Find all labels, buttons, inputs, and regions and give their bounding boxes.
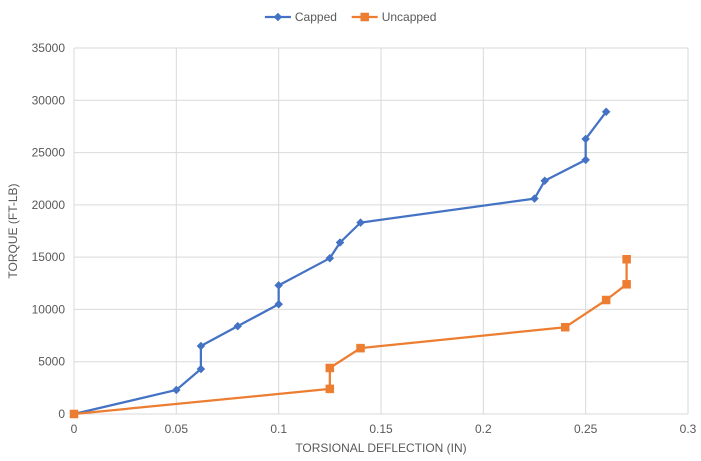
capped-data-point <box>274 281 284 290</box>
grid-layer <box>73 47 689 415</box>
capped-data-point <box>356 218 365 227</box>
legend-label: Capped <box>295 10 337 24</box>
series-capped <box>69 107 611 419</box>
uncapped-data-point <box>69 409 79 419</box>
uncapped-data-point <box>325 363 335 373</box>
legend-swatch-marker <box>360 12 369 22</box>
y-tick-label: 25000 <box>32 146 66 160</box>
axes-layer: 0 0.05 0.1 0.15 0.2 0.25 0.3 0 5000 10000 15000 200… <box>32 41 697 436</box>
uncapped-data-point <box>622 254 631 264</box>
y-tick-label: 30000 <box>32 93 66 107</box>
capped-data-point <box>540 176 550 186</box>
uncapped-data-point <box>601 295 611 305</box>
legend-swatch-marker <box>273 12 283 22</box>
y-tick-label: 0 <box>58 407 65 421</box>
legend-item-uncapped: Uncapped <box>351 10 437 24</box>
capped-data-point <box>274 299 284 309</box>
capped-data-point <box>196 341 206 351</box>
x-tick-label: 0 <box>71 422 78 436</box>
x-tick-label: 0.3 <box>680 422 697 436</box>
series-layer <box>69 107 631 419</box>
uncapped-data-point <box>356 343 365 353</box>
capped-data-point <box>601 107 611 117</box>
legend-label: Uncapped <box>382 10 437 24</box>
capped-data-point <box>325 253 335 263</box>
y-tick-label: 10000 <box>32 302 66 316</box>
uncapped-data-point <box>622 280 631 289</box>
x-tick-label: 0.05 <box>165 422 189 436</box>
x-tick-label: 0.1 <box>270 422 287 436</box>
y-axis-title: TORQUE (FT-LB) <box>6 183 20 278</box>
capped-data-point <box>581 155 591 165</box>
capped-data-point <box>335 238 345 247</box>
capped-data-point <box>196 364 206 374</box>
y-tick-label: 35000 <box>32 41 66 55</box>
y-tick-label: 15000 <box>32 250 66 264</box>
capped-data-point <box>530 194 539 203</box>
y-tick-label: 5000 <box>38 355 65 369</box>
y-tick-label: 20000 <box>32 198 66 212</box>
uncapped-data-point <box>325 384 335 394</box>
capped-data-point <box>171 385 181 395</box>
x-tick-label: 0.2 <box>475 422 492 436</box>
capped-series-line <box>72 110 608 416</box>
capped-data-point <box>233 321 243 331</box>
legend: Capped Uncapped <box>264 10 437 24</box>
capped-data-point <box>581 134 591 144</box>
x-tick-label: 0.25 <box>574 422 598 436</box>
x-axis-title: TORSIONAL DEFLECTION (IN) <box>295 441 466 455</box>
x-tick-label: 0.15 <box>369 422 393 436</box>
legend-item-capped: Capped <box>264 10 337 24</box>
uncapped-series-line <box>72 258 628 416</box>
series-uncapped <box>69 254 631 419</box>
uncapped-data-point <box>560 322 570 332</box>
